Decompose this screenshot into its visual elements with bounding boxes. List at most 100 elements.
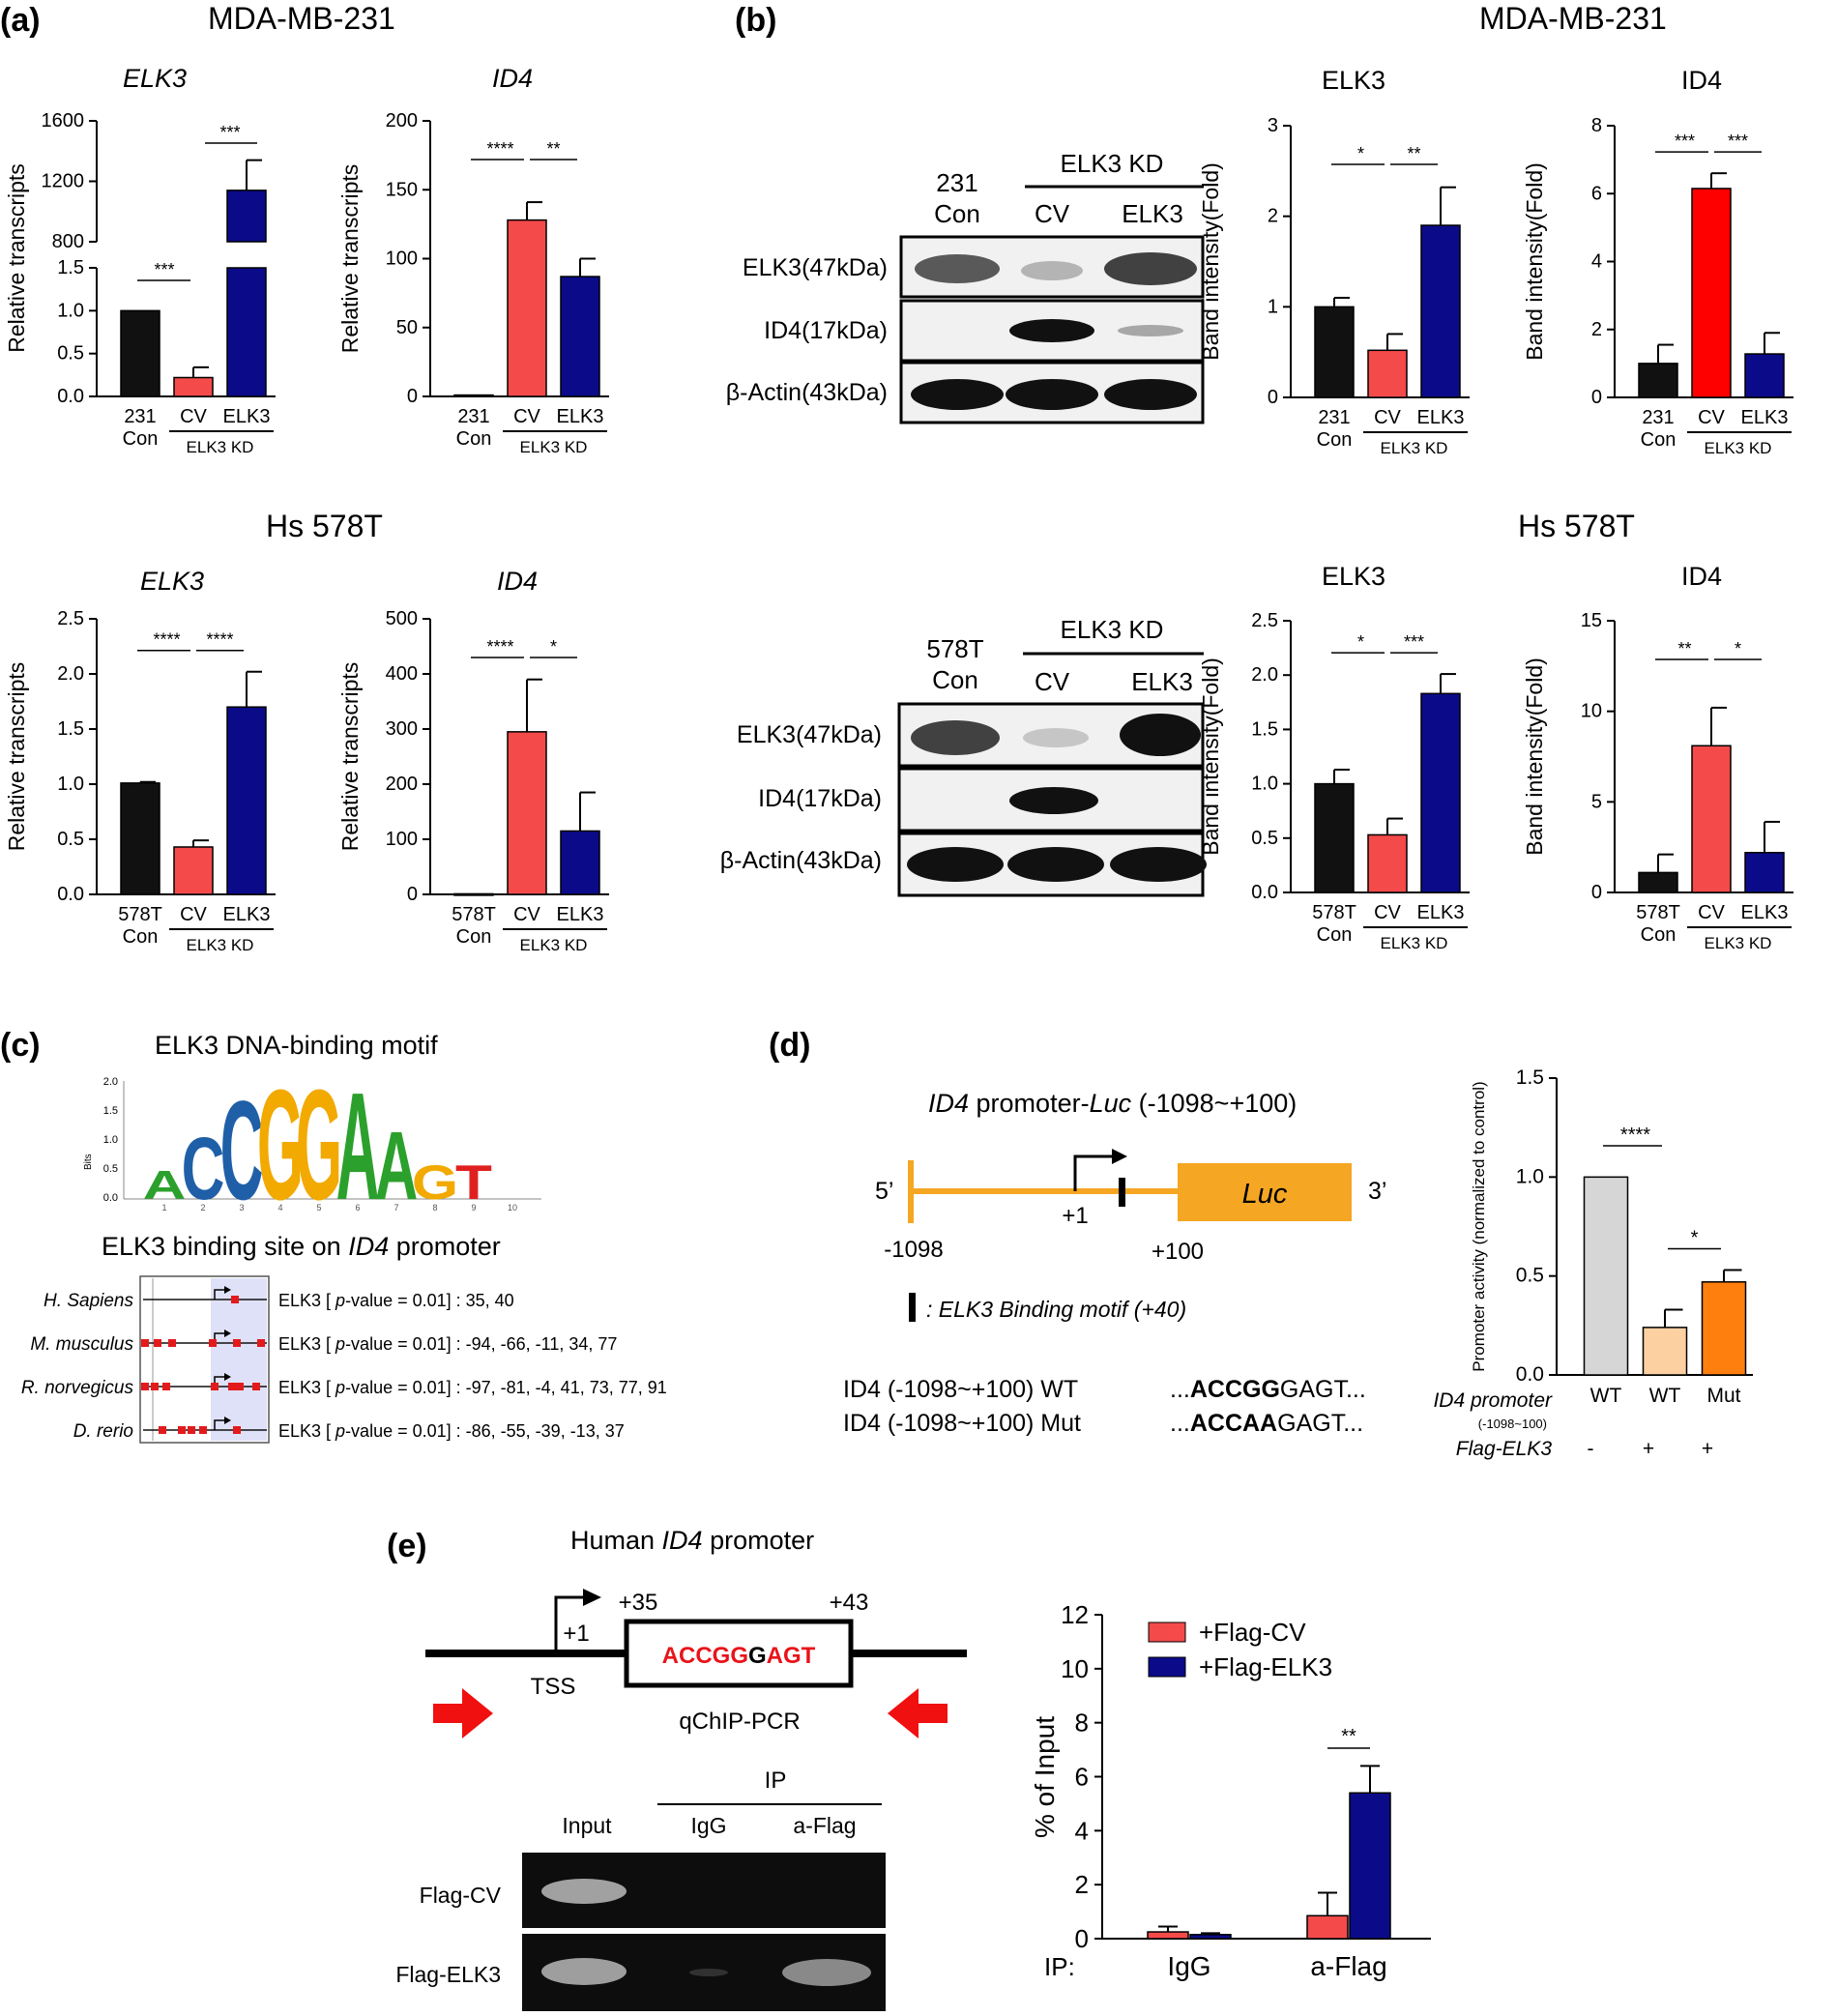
tss-label: TSS xyxy=(531,1674,576,1700)
y-tick-label: 2.0 xyxy=(1251,664,1278,686)
x-tick-label: ELK3 xyxy=(223,406,271,427)
plus100-label: +100 xyxy=(1152,1239,1204,1265)
binding-site-marker xyxy=(188,1426,195,1434)
y-tick-label: 6 xyxy=(1075,1763,1089,1792)
sig-stars: ** xyxy=(1407,144,1420,163)
binding-site-marker xyxy=(233,1339,241,1347)
y-tick-label: 100 xyxy=(386,829,418,850)
x-tick-label: CV xyxy=(513,904,540,925)
construct-diagram: 5’ Luc 3’ +1 -1098 +100 : ELK3 Binding m… xyxy=(875,1149,1386,1322)
y-tick-label: 0 xyxy=(407,884,418,905)
x-tick-label-line2: Con xyxy=(1317,429,1353,451)
x-tick-label: ELK3 xyxy=(1741,902,1789,923)
bar xyxy=(226,706,267,895)
y-axis-label: Relative transcripts xyxy=(4,163,29,353)
x-tick-label: Mut xyxy=(1706,1385,1740,1407)
motif-letter: A xyxy=(143,1163,187,1209)
x-tick-label-line2: Con xyxy=(1317,924,1353,946)
y-axis-label: Band intensity(Fold) xyxy=(1522,657,1547,856)
x-tick-label: ELK3 xyxy=(1741,407,1789,428)
five-prime: 5’ xyxy=(875,1178,893,1205)
motif-letter: A xyxy=(375,1112,419,1220)
bar xyxy=(1420,224,1461,398)
binding-site-marker xyxy=(209,1339,217,1347)
blot-bottom-con-line2: Con xyxy=(932,665,978,694)
y-tick-label: 12 xyxy=(1061,1600,1089,1629)
y-tick-label: 1.0 xyxy=(1251,774,1278,795)
y-tick-label: 500 xyxy=(386,608,418,629)
bar xyxy=(507,731,547,895)
binding-site-marker xyxy=(233,1426,241,1434)
chart-d-promoter-activity: 0.0 0.5 1.0 1.5 Promoter activity (normalize… xyxy=(1470,1066,1753,1407)
motif-letter: G xyxy=(257,1059,304,1234)
binding-site-marker xyxy=(211,1383,219,1390)
bar xyxy=(1314,782,1355,893)
y-tick-label: 0 xyxy=(1075,1924,1089,1953)
sig-stars: * xyxy=(1735,639,1741,658)
bar xyxy=(1638,363,1678,398)
x-tick-label: CV xyxy=(180,904,207,925)
y-tick-label: 300 xyxy=(386,718,418,740)
legend-swatch xyxy=(1148,1656,1186,1678)
wt-sequence: ...ACCGGGAGT... xyxy=(1170,1376,1366,1403)
sig-stars: **** xyxy=(1620,1125,1650,1146)
y-axis-label: Relative transcripts xyxy=(337,662,363,852)
motif-letter: G xyxy=(412,1155,458,1210)
x-tick-label-line2: Con xyxy=(1641,924,1677,946)
binding-site-marker xyxy=(162,1383,170,1390)
x-tick-label-line1: 231 xyxy=(124,406,156,427)
legend-motif-mark xyxy=(909,1293,916,1322)
y-tick-label: 8 xyxy=(1075,1709,1089,1738)
sig-stars: **** xyxy=(486,637,513,657)
y-tick-label: 2 xyxy=(1591,319,1602,340)
chart-title: ID4 xyxy=(1681,66,1722,95)
binding-site-marker xyxy=(151,1383,159,1390)
logo-ytick-05: 0.5 xyxy=(103,1163,118,1175)
gel-row-elk3: Flag-ELK3 xyxy=(395,1962,501,1987)
sig-stars: *** xyxy=(1675,131,1695,151)
chart-title: ELK3 xyxy=(1322,66,1385,95)
species-binding-text: ELK3 [ p-value = 0.01] : -94, -66, -11, … xyxy=(278,1334,617,1354)
sig-stars: * xyxy=(1357,632,1364,652)
y-tick-label: 2 xyxy=(1075,1870,1089,1899)
y-tick-label: 0 xyxy=(1591,882,1602,903)
logo-x-tick: 5 xyxy=(316,1203,321,1213)
x-tick-label-line2: Con xyxy=(123,428,159,450)
species-tss-arrow-icon xyxy=(214,1419,226,1430)
x-tick-label-line1: 578T xyxy=(452,904,496,925)
species-binding-table: H. Sapiens ELK3 [ p-value = 0.01] : 35, 4… xyxy=(21,1275,667,1444)
x-tick-label: CV xyxy=(1698,407,1725,428)
species-tss-arrowhead-icon xyxy=(224,1286,231,1294)
flag-elk3-val-3: + xyxy=(1702,1438,1713,1460)
binding-site-marker xyxy=(141,1383,149,1390)
bar xyxy=(1744,852,1785,893)
x-tick-label-line2: Con xyxy=(1641,429,1677,451)
y-tick-label: 10 xyxy=(1581,701,1602,722)
y-tick-label: 5 xyxy=(1591,791,1602,812)
y-axis-label: Band intensity(Fold) xyxy=(1522,162,1547,361)
binding-site-marker xyxy=(199,1426,207,1434)
binding-site-marker xyxy=(159,1426,166,1434)
blot-bottom-row-elk3: ELK3(47kDa) xyxy=(737,721,882,748)
species-name: H. Sapiens xyxy=(44,1291,133,1311)
bar xyxy=(560,830,600,895)
y-tick-label: 200 xyxy=(386,110,418,131)
blot-bottom-kd-label: ELK3 KD xyxy=(1061,615,1164,644)
sig-stars: **** xyxy=(153,630,180,650)
logo-x-tick: 4 xyxy=(277,1203,282,1213)
species-binding-text: ELK3 [ p-value = 0.01] : -97, -81, -4, 4… xyxy=(278,1378,667,1397)
x-tick-label: CV xyxy=(1374,902,1401,923)
y-tick-label: 4 xyxy=(1591,251,1602,273)
species-binding-text: ELK3 [ p-value = 0.01] : 35, 40 xyxy=(278,1291,514,1310)
x-tick-label-line1: 231 xyxy=(1642,407,1674,428)
binding-motif-mark xyxy=(1119,1178,1125,1207)
blot-top-row-actin: β-Actin(43kDa) xyxy=(726,379,888,406)
group-label: ELK3 KD xyxy=(520,438,588,456)
x-tick-label-line2: Con xyxy=(456,428,492,450)
luc-label: Luc xyxy=(1242,1179,1288,1210)
bar xyxy=(1420,692,1461,893)
binding-site-marker xyxy=(236,1383,244,1390)
bar xyxy=(120,309,160,397)
x-tick-label: CV xyxy=(180,406,207,427)
